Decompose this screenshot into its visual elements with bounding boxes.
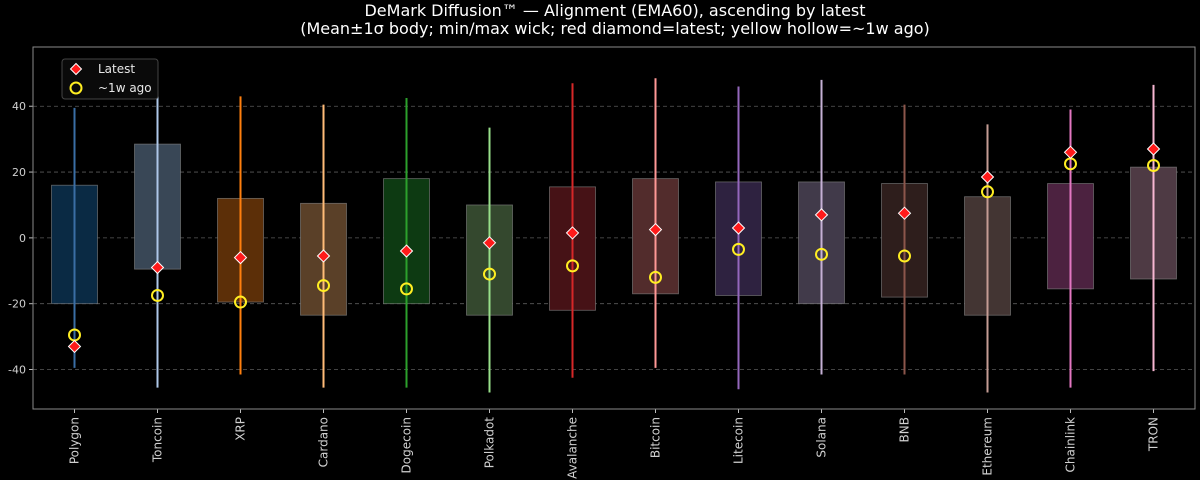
x-tick-label: Toncoin	[151, 417, 165, 463]
box-group	[549, 83, 596, 378]
week-ago-marker	[649, 270, 662, 284]
latest-marker	[399, 244, 414, 258]
box-group	[1130, 84, 1177, 372]
box-group	[383, 98, 430, 388]
box-group	[134, 63, 181, 388]
x-tick-label: Dogecoin	[400, 417, 414, 473]
latest-marker	[482, 236, 497, 250]
x-axis: Polygon Toncoin XRP Cardano Dogecoin Polkadot…	[68, 409, 1161, 479]
box-group	[1047, 109, 1094, 388]
latest-marker	[1063, 145, 1078, 160]
y-tick-label: -40	[8, 364, 26, 377]
week-ago-marker	[815, 247, 828, 261]
x-tick-label: XRP	[234, 417, 248, 441]
latest-marker	[1146, 142, 1161, 156]
box-group	[964, 124, 1011, 393]
y-axis: -40 -20 0 20 40	[8, 100, 33, 377]
x-tick-label: Ethereum	[981, 417, 995, 476]
legend-latest-marker	[69, 62, 83, 76]
legend-box	[61, 58, 159, 100]
legend-weekago-label: ~1w ago	[98, 81, 152, 95]
latest-marker	[897, 206, 912, 220]
x-tick-label: Polygon	[68, 417, 82, 464]
latest-marker	[814, 208, 829, 222]
y-tick-label: -20	[8, 298, 26, 311]
latest-marker	[565, 226, 580, 240]
x-tick-label: BNB	[898, 417, 912, 442]
box-group	[466, 127, 513, 393]
x-tick-label: TRON	[1147, 417, 1161, 452]
week-ago-marker	[234, 295, 247, 309]
plot-area	[51, 63, 1177, 393]
x-tick-label: Chainlink	[1064, 417, 1078, 473]
box-group	[300, 104, 347, 388]
y-tick-label: 40	[12, 100, 26, 113]
x-tick-label: Polkadot	[483, 417, 497, 469]
legend-weekago-marker	[69, 81, 83, 95]
y-tick-label: 0	[19, 232, 26, 245]
latest-marker	[648, 222, 663, 237]
box-group	[798, 79, 845, 375]
week-ago-marker	[898, 249, 911, 263]
chart-title: DeMark Diffusion™ — Alignment (EMA60), a…	[364, 1, 865, 20]
x-tick-label: Avalanche	[566, 417, 580, 479]
box-group	[715, 86, 762, 390]
x-tick-label: Litecoin	[732, 417, 746, 464]
week-ago-marker	[400, 282, 413, 296]
legend: Latest ~1w ago	[61, 58, 159, 100]
week-ago-marker	[483, 267, 496, 281]
latest-marker	[731, 221, 746, 235]
latest-marker	[67, 339, 82, 354]
x-tick-label: Solana	[815, 417, 829, 458]
latest-marker	[150, 260, 165, 275]
latest-marker	[316, 249, 331, 263]
grid-lines	[33, 105, 1195, 370]
x-tick-label: Cardano	[317, 417, 331, 467]
box-group	[881, 104, 928, 375]
week-ago-marker	[566, 259, 579, 273]
latest-marker	[233, 250, 248, 265]
y-tick-label: 20	[12, 166, 26, 179]
week-ago-marker	[317, 279, 330, 293]
box-group	[51, 107, 98, 368]
box-group	[632, 78, 679, 368]
x-tick-label: Bitcoin	[649, 417, 663, 458]
box-group	[217, 96, 264, 375]
week-ago-marker	[981, 185, 994, 199]
legend-latest-label: Latest	[98, 62, 135, 76]
week-ago-marker	[732, 242, 745, 256]
chart-subtitle: (Mean±1σ body; min/max wick; red diamond…	[300, 19, 930, 38]
week-ago-marker	[151, 288, 164, 302]
week-ago-marker	[1147, 158, 1160, 172]
plot-frame	[32, 46, 1196, 410]
latest-marker	[980, 170, 995, 184]
